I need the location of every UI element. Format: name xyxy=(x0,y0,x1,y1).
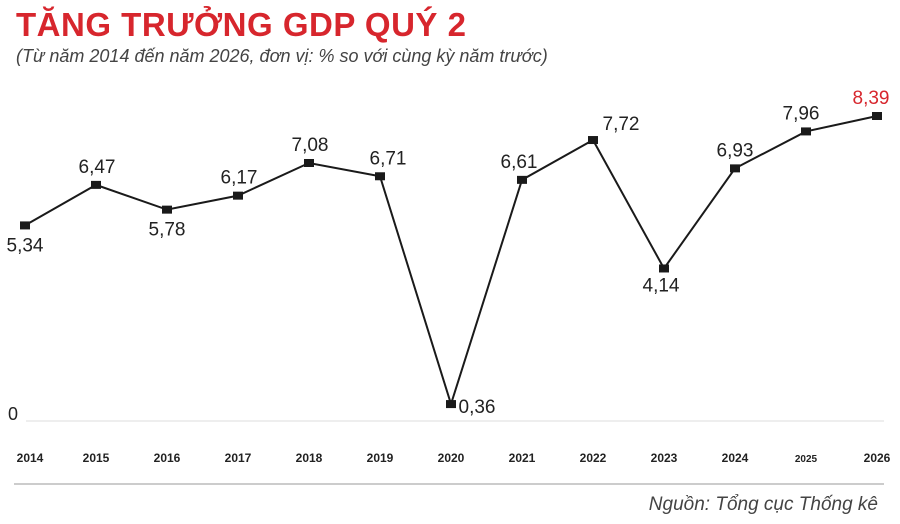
data-label: 6,47 xyxy=(79,157,116,178)
data-point xyxy=(162,205,172,214)
chart-subtitle: (Từ năm 2014 đến năm 2026, đơn vị: % so … xyxy=(16,46,548,66)
data-label: 6,71 xyxy=(370,148,407,169)
data-point xyxy=(659,264,669,273)
data-label: 4,14 xyxy=(643,275,680,296)
data-label: 7,96 xyxy=(783,103,820,124)
data-point xyxy=(801,127,811,136)
data-point xyxy=(375,172,385,181)
data-point xyxy=(588,136,598,145)
x-tick-label: 2023 xyxy=(651,451,678,465)
x-tick-label: 2019 xyxy=(367,451,394,465)
data-label: 5,34 xyxy=(7,235,44,256)
data-label: 8,39 xyxy=(853,88,890,109)
data-point xyxy=(233,191,243,200)
data-point xyxy=(872,112,882,120)
x-tick-label: 2025 xyxy=(795,454,818,465)
data-label: 5,78 xyxy=(149,220,186,241)
data-point xyxy=(91,180,101,189)
data-point xyxy=(304,158,314,167)
data-label: 6,93 xyxy=(717,140,754,161)
source-note: Nguồn: Tổng cục Thống kê xyxy=(648,494,878,515)
x-tick-label: 2014 xyxy=(17,451,44,465)
x-tick-label: 2016 xyxy=(154,451,181,465)
x-tick-label: 2015 xyxy=(83,451,110,465)
data-point xyxy=(730,164,740,173)
data-label: 6,61 xyxy=(501,152,538,173)
x-tick-label: 2022 xyxy=(580,451,607,465)
data-label: 7,08 xyxy=(292,135,329,156)
data-point xyxy=(446,400,456,409)
data-label: 7,72 xyxy=(603,114,640,135)
x-tick-label: 2024 xyxy=(722,451,749,465)
x-tick-label: 2026 xyxy=(864,451,891,465)
x-tick-label: 2021 xyxy=(509,451,536,465)
data-point xyxy=(517,175,527,184)
data-point xyxy=(20,221,30,230)
data-label: 6,17 xyxy=(221,168,258,189)
x-tick-label: 2017 xyxy=(225,451,252,465)
x-tick-label: 2018 xyxy=(296,451,323,465)
data-label: 0,36 xyxy=(459,397,496,418)
x-tick-label: 2020 xyxy=(438,451,465,465)
chart-title: TĂNG TRƯỞNG GDP QUÝ 2 xyxy=(16,6,467,43)
y-tick-label: 0 xyxy=(8,404,18,424)
